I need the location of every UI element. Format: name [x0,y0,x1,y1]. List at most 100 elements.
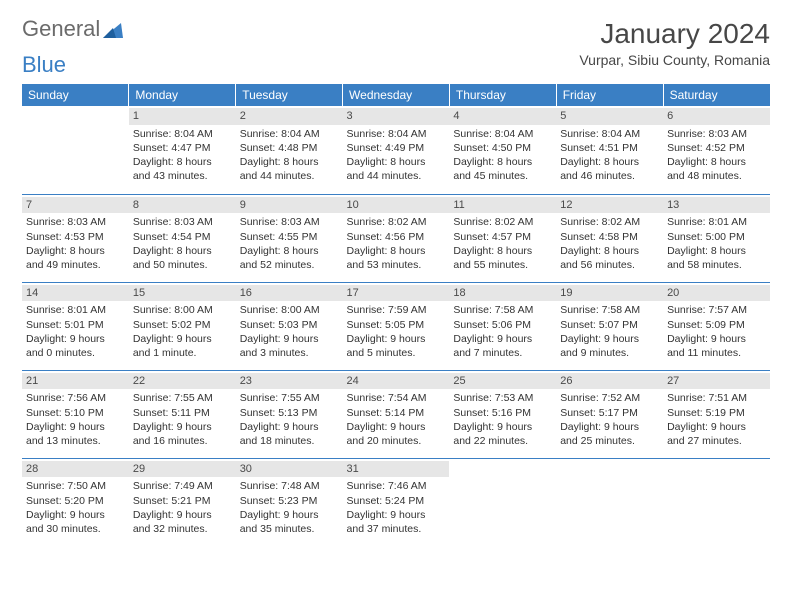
day-details: Sunrise: 8:02 AMSunset: 4:57 PMDaylight:… [453,215,552,272]
day-details: Sunrise: 8:04 AMSunset: 4:48 PMDaylight:… [240,127,339,184]
day-details: Sunrise: 7:48 AMSunset: 5:23 PMDaylight:… [240,479,339,536]
day-details: Sunrise: 8:04 AMSunset: 4:47 PMDaylight:… [133,127,232,184]
weekday-header: Tuesday [236,84,343,106]
day-details: Sunrise: 8:04 AMSunset: 4:49 PMDaylight:… [347,127,446,184]
calendar-day-cell: 30Sunrise: 7:48 AMSunset: 5:23 PMDayligh… [236,458,343,546]
calendar-day-cell: 16Sunrise: 8:00 AMSunset: 5:03 PMDayligh… [236,282,343,370]
day-details: Sunrise: 7:55 AMSunset: 5:13 PMDaylight:… [240,391,339,448]
day-number: 6 [663,108,770,125]
calendar-day-cell: 12Sunrise: 8:02 AMSunset: 4:58 PMDayligh… [556,194,663,282]
calendar-week-row: 1 Sunrise: 8:04 AMSunset: 4:47 PMDaylight… [22,106,770,194]
day-number: 25 [449,373,556,390]
calendar-day-cell: 11Sunrise: 8:02 AMSunset: 4:57 PMDayligh… [449,194,556,282]
day-number: 4 [449,108,556,125]
day-details: Sunrise: 7:56 AMSunset: 5:10 PMDaylight:… [26,391,125,448]
calendar-day-cell: 28Sunrise: 7:50 AMSunset: 5:20 PMDayligh… [22,458,129,546]
day-details: Sunrise: 7:51 AMSunset: 5:19 PMDaylight:… [667,391,766,448]
calendar-day-cell: 4 Sunrise: 8:04 AMSunset: 4:50 PMDaylight… [449,106,556,194]
day-number: 31 [343,461,450,478]
day-number: 1 [129,108,236,125]
day-number: 2 [236,108,343,125]
calendar-week-row: 14Sunrise: 8:01 AMSunset: 5:01 PMDayligh… [22,282,770,370]
calendar-week-row: 21Sunrise: 7:56 AMSunset: 5:10 PMDayligh… [22,370,770,458]
day-number: 11 [449,197,556,214]
calendar-day-cell: 8Sunrise: 8:03 AMSunset: 4:54 PMDaylight… [129,194,236,282]
weekday-header: Sunday [22,84,129,106]
weekday-header: Wednesday [343,84,450,106]
day-number: 5 [556,108,663,125]
calendar-day-cell: 20Sunrise: 7:57 AMSunset: 5:09 PMDayligh… [663,282,770,370]
brand-part1: General [22,18,100,40]
day-details: Sunrise: 8:02 AMSunset: 4:58 PMDaylight:… [560,215,659,272]
day-number: 10 [343,197,450,214]
day-number: 17 [343,285,450,302]
day-number: 27 [663,373,770,390]
day-details: Sunrise: 7:53 AMSunset: 5:16 PMDaylight:… [453,391,552,448]
calendar-day-cell [556,458,663,546]
day-details: Sunrise: 8:00 AMSunset: 5:02 PMDaylight:… [133,303,232,360]
day-details: Sunrise: 8:03 AMSunset: 4:55 PMDaylight:… [240,215,339,272]
calendar-day-cell: 15Sunrise: 8:00 AMSunset: 5:02 PMDayligh… [129,282,236,370]
day-number: 22 [129,373,236,390]
weekday-header: Friday [556,84,663,106]
day-number: 28 [22,461,129,478]
weekday-header: Monday [129,84,236,106]
calendar-day-cell: 6 Sunrise: 8:03 AMSunset: 4:52 PMDaylight… [663,106,770,194]
weekday-header: Saturday [663,84,770,106]
day-details: Sunrise: 7:59 AMSunset: 5:05 PMDaylight:… [347,303,446,360]
day-details: Sunrise: 7:46 AMSunset: 5:24 PMDaylight:… [347,479,446,536]
day-number: 16 [236,285,343,302]
month-title: January 2024 [579,18,770,50]
day-number: 18 [449,285,556,302]
calendar-day-cell: 29Sunrise: 7:49 AMSunset: 5:21 PMDayligh… [129,458,236,546]
day-number: 13 [663,197,770,214]
day-number: 7 [22,197,129,214]
weekday-header: Thursday [449,84,556,106]
day-number: 15 [129,285,236,302]
day-details: Sunrise: 8:00 AMSunset: 5:03 PMDaylight:… [240,303,339,360]
brand-logo: General [22,18,126,40]
calendar-day-cell: 24Sunrise: 7:54 AMSunset: 5:14 PMDayligh… [343,370,450,458]
day-details: Sunrise: 8:04 AMSunset: 4:51 PMDaylight:… [560,127,659,184]
day-details: Sunrise: 8:02 AMSunset: 4:56 PMDaylight:… [347,215,446,272]
day-details: Sunrise: 8:03 AMSunset: 4:52 PMDaylight:… [667,127,766,184]
day-details: Sunrise: 8:04 AMSunset: 4:50 PMDaylight:… [453,127,552,184]
day-details: Sunrise: 7:57 AMSunset: 5:09 PMDaylight:… [667,303,766,360]
calendar-day-cell: 14Sunrise: 8:01 AMSunset: 5:01 PMDayligh… [22,282,129,370]
calendar-day-cell: 18Sunrise: 7:58 AMSunset: 5:06 PMDayligh… [449,282,556,370]
calendar-table: Sunday Monday Tuesday Wednesday Thursday… [22,84,770,546]
brand-part2: Blue [22,52,770,78]
day-number: 8 [129,197,236,214]
day-details: Sunrise: 7:58 AMSunset: 5:06 PMDaylight:… [453,303,552,360]
day-number: 30 [236,461,343,478]
calendar-day-cell [449,458,556,546]
calendar-day-cell: 10Sunrise: 8:02 AMSunset: 4:56 PMDayligh… [343,194,450,282]
calendar-day-cell: 5 Sunrise: 8:04 AMSunset: 4:51 PMDaylight… [556,106,663,194]
calendar-day-cell: 31Sunrise: 7:46 AMSunset: 5:24 PMDayligh… [343,458,450,546]
brand-mark-icon [103,20,123,38]
calendar-day-cell [22,106,129,194]
calendar-week-row: 28Sunrise: 7:50 AMSunset: 5:20 PMDayligh… [22,458,770,546]
calendar-day-cell: 27Sunrise: 7:51 AMSunset: 5:19 PMDayligh… [663,370,770,458]
day-details: Sunrise: 8:03 AMSunset: 4:53 PMDaylight:… [26,215,125,272]
calendar-day-cell: 17Sunrise: 7:59 AMSunset: 5:05 PMDayligh… [343,282,450,370]
day-details: Sunrise: 7:54 AMSunset: 5:14 PMDaylight:… [347,391,446,448]
day-number: 24 [343,373,450,390]
day-number: 23 [236,373,343,390]
day-number: 26 [556,373,663,390]
calendar-day-cell: 3Sunrise: 8:04 AMSunset: 4:49 PMDaylight… [343,106,450,194]
calendar-day-cell: 19Sunrise: 7:58 AMSunset: 5:07 PMDayligh… [556,282,663,370]
day-details: Sunrise: 8:03 AMSunset: 4:54 PMDaylight:… [133,215,232,272]
day-number: 29 [129,461,236,478]
weekday-header-row: Sunday Monday Tuesday Wednesday Thursday… [22,84,770,106]
day-details: Sunrise: 7:49 AMSunset: 5:21 PMDaylight:… [133,479,232,536]
calendar-day-cell: 7Sunrise: 8:03 AMSunset: 4:53 PMDaylight… [22,194,129,282]
day-number: 20 [663,285,770,302]
day-number: 9 [236,197,343,214]
calendar-day-cell: 1 Sunrise: 8:04 AMSunset: 4:47 PMDaylight… [129,106,236,194]
day-details: Sunrise: 8:01 AMSunset: 5:01 PMDaylight:… [26,303,125,360]
day-number: 14 [22,285,129,302]
day-details: Sunrise: 7:52 AMSunset: 5:17 PMDaylight:… [560,391,659,448]
calendar-day-cell: 21Sunrise: 7:56 AMSunset: 5:10 PMDayligh… [22,370,129,458]
calendar-day-cell: 22Sunrise: 7:55 AMSunset: 5:11 PMDayligh… [129,370,236,458]
